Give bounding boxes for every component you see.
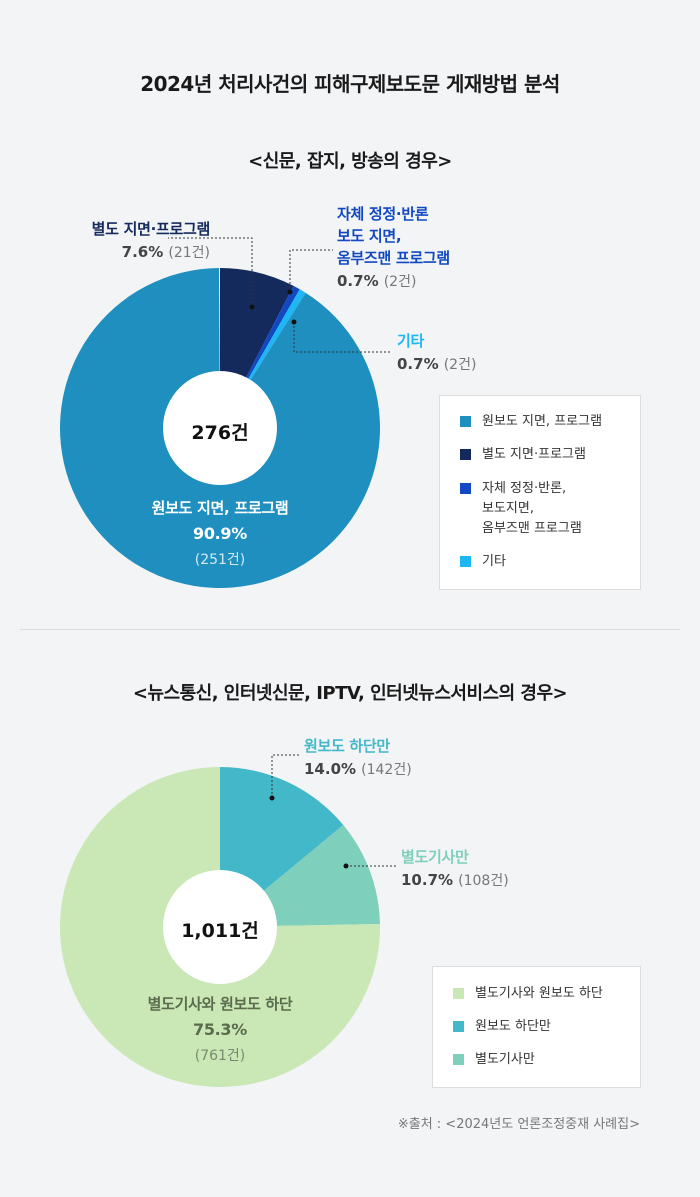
slice-percent: 0.7% — [337, 272, 379, 290]
slice-count: (21건) — [168, 245, 210, 261]
legend-item: 자체 정정·반론, 보도지면, 옴부즈맨 프로그램 — [460, 479, 582, 539]
slice-label: 원보도 지면, 프로그램 — [151, 499, 289, 517]
legend-label: 별도 지면·프로그램 — [482, 447, 586, 462]
legend-label-line1: 자체 정정·반론, — [482, 481, 567, 496]
chart1-slice-separate-label: 별도 지면·프로그램 7.6% (21건) — [40, 218, 211, 262]
slice-label-line3: 옴부즈맨 프로그램 — [337, 249, 450, 267]
legend-swatch — [453, 1054, 464, 1065]
legend-item: 별도 지면·프로그램 — [460, 445, 586, 465]
slice-percent: 7.6% — [121, 243, 164, 261]
donut-hole — [163, 870, 277, 984]
legend-swatch — [460, 483, 471, 494]
leader-line-self — [289, 249, 333, 292]
legend-label: 별도기사와 원보도 하단 — [475, 986, 603, 1001]
chart2-slice-main-label: 별도기사와 원보도 하단 75.3% (761건) — [110, 993, 330, 1065]
leader-dot-separate-only — [343, 863, 349, 869]
slice-percent: 75.3% — [192, 1020, 247, 1039]
slice-label-line2: 보도 지면, — [337, 227, 402, 245]
slice-label: 별도 지면·프로그램 — [91, 220, 211, 238]
slice-percent: 14.0% — [304, 760, 357, 778]
chart2-center-total: 1,011건 — [181, 920, 259, 942]
section-divider — [20, 629, 680, 630]
donut-hole — [163, 371, 277, 485]
legend-swatch — [460, 449, 471, 460]
leader-line-bottom-only — [271, 754, 300, 798]
chart1-slice-other-label: 기타 0.7% (2건) — [397, 330, 537, 374]
slice-percent: 0.7% — [397, 355, 439, 373]
legend-label: 기타 — [482, 554, 506, 569]
leader-dot-bottom-only — [269, 795, 275, 801]
legend-swatch — [460, 556, 471, 567]
legend-swatch — [453, 988, 464, 999]
chart2-slice-separate-only-label: 별도기사만 10.7% (108건) — [401, 846, 601, 890]
slice-count: (761건) — [194, 1048, 246, 1064]
slice-count: (142건) — [361, 762, 412, 778]
leader-dot-separate — [249, 304, 255, 310]
slice-count: (2건) — [443, 357, 477, 373]
chart1-slice-main-label: 원보도 지면, 프로그램 90.9% (251건) — [120, 497, 320, 569]
leader-line-other — [293, 322, 390, 353]
leader-dot-self — [287, 289, 293, 295]
legend-item: 기타 — [460, 552, 506, 572]
slice-count: (2건) — [383, 274, 417, 290]
legend-item: 원보도 지면, 프로그램 — [460, 412, 602, 432]
slice-label: 별도기사만 — [401, 848, 469, 866]
legend-swatch — [453, 1021, 464, 1032]
leader-line-separate — [168, 237, 253, 307]
chart2-slice-bottom-only-label: 원보도 하단만 14.0% (142건) — [304, 735, 504, 779]
legend-item: 원보도 하단만 — [453, 1017, 551, 1037]
slice-label: 원보도 하단만 — [304, 737, 390, 755]
chart1-center-total: 276건 — [191, 422, 249, 444]
legend-label-line3: 옴부즈맨 프로그램 — [482, 521, 582, 536]
slice-count: (251건) — [194, 552, 246, 568]
legend-label: 원보도 지면, 프로그램 — [482, 414, 603, 429]
legend-label-line2: 보도지면, — [482, 501, 534, 516]
chart1-pie — [59, 237, 390, 588]
slice-count: (108건) — [458, 873, 509, 889]
legend-label: 별도기사만 — [475, 1052, 535, 1067]
slice-percent: 90.9% — [192, 524, 247, 543]
slice-label: 기타 — [397, 332, 425, 350]
legend-swatch — [460, 416, 471, 427]
legend-label: 원보도 하단만 — [475, 1019, 551, 1034]
source-note: ※출처 : <2024년도 언론조정중재 사례집> — [397, 1117, 640, 1132]
chart1-legend: 원보도 지면, 프로그램 별도 지면·프로그램 자체 정정·반론, 보도지면, … — [439, 395, 641, 590]
slice-label-line1: 자체 정정·반론 — [337, 205, 429, 223]
leader-dot-other — [291, 319, 297, 325]
page-title: 2024년 처리사건의 피해구제보도문 게재방법 분석 — [140, 72, 560, 96]
chart2-legend: 별도기사와 원보도 하단 원보도 하단만 별도기사만 — [432, 966, 641, 1088]
chart1-slice-self-label: 자체 정정·반론 보도 지면, 옴부즈맨 프로그램 0.7% (2건) — [337, 203, 537, 291]
chart1-title: <신문, 잡지, 방송의 경우> — [248, 151, 452, 172]
chart2-title: <뉴스통신, 인터넷신문, IPTV, 인터넷뉴스서비스의 경우> — [132, 683, 568, 704]
legend-item: 별도기사만 — [453, 1050, 535, 1070]
slice-percent: 10.7% — [401, 871, 454, 889]
slice-label: 별도기사와 원보도 하단 — [147, 995, 293, 1013]
legend-item: 별도기사와 원보도 하단 — [453, 984, 603, 1004]
